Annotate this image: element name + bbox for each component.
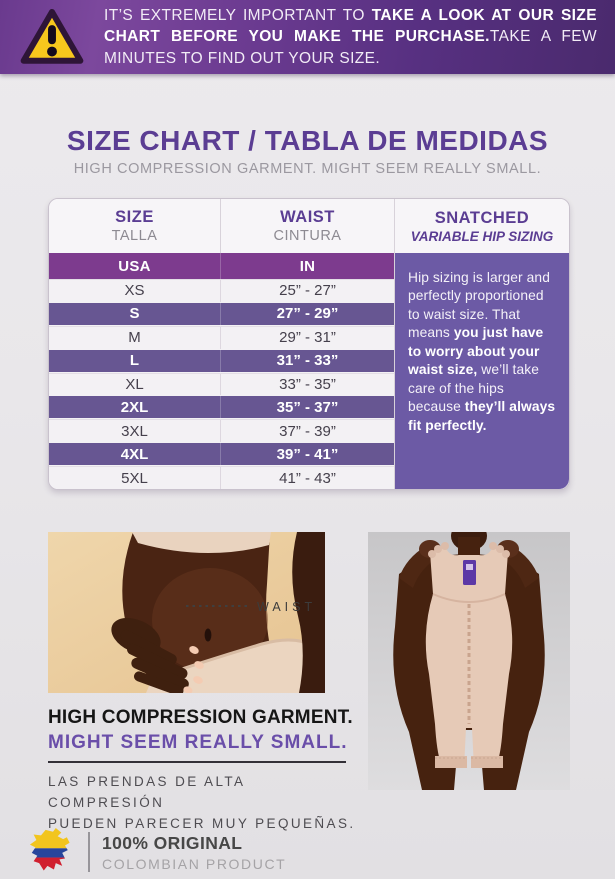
note-en-line1: HIGH COMPRESSION GARMENT. [48, 707, 353, 728]
table-row: L 31” - 33” [49, 348, 394, 373]
waist-cell: 31” - 33” [276, 352, 339, 370]
colombia-map-icon [29, 828, 70, 871]
table-row: XL 33” - 35” [49, 372, 394, 396]
column-header-snatched: SNATCHED VARIABLE HIP SIZING [395, 199, 569, 253]
note-en-line2: MIGHT SEEM REALLY SMALL. [48, 732, 348, 753]
waist-cell: 39” - 41” [276, 445, 339, 463]
waist-label: WAIST [257, 600, 316, 614]
waist-photo-illustration: WAIST [48, 532, 325, 693]
table-row: 2XL 35” - 37” [49, 395, 394, 420]
size-cell: S [49, 302, 221, 325]
table-row: 5XL 41” - 43” [49, 466, 394, 489]
page-subtitle: HIGH COMPRESSION GARMENT. MIGHT SEEM REA… [73, 161, 542, 177]
waist-cell: 25” - 27” [279, 282, 336, 300]
table-row: 4XL 39” - 41” [49, 442, 394, 467]
size-chart-table: SIZE TALLA WAIST CINTURA USA IN XS 25” -… [48, 198, 570, 490]
waist-cell: 35” - 37” [276, 398, 339, 416]
page-title: SIZE CHART / TABLA DE MEDIDAS [66, 125, 549, 156]
waist-measurement-photo: WAIST [48, 532, 325, 693]
waist-cell: 33” - 35” [279, 376, 336, 393]
column-header-size: SIZE TALLA [49, 199, 221, 253]
table-row: M 29” - 31” [49, 325, 394, 349]
hip-note-seg1: Hip sizing is larger and perfectly propo… [408, 270, 550, 341]
warning-triangle-icon [20, 8, 84, 64]
title-block: SIZE CHART / TABLA DE MEDIDAS HIGH COMPR… [0, 125, 615, 177]
unit-size: USA [49, 253, 221, 279]
hip-sizing-note: Hip sizing is larger and perfectly propo… [395, 253, 569, 489]
note-es: LAS PRENDAS DE ALTA COMPRESIÓN PUEDEN PA… [48, 772, 360, 835]
warning-banner: IT’S EXTREMELY IMPORTANT TO TAKE A LOOK … [0, 0, 615, 74]
footer-line2: COLOMBIAN PRODUCT [102, 855, 287, 872]
garment-photo [368, 532, 570, 790]
size-header-es: TALLA [111, 228, 158, 244]
garment-photo-illustration [368, 532, 570, 790]
warning-icon-wrap [0, 7, 104, 67]
hip-note-seg3: we’ll take care of the hips because [408, 362, 540, 415]
size-cell: 2XL [49, 396, 221, 419]
waist-cell: 29” - 31” [279, 329, 336, 347]
banner-text: IT’S EXTREMELY IMPORTANT TO TAKE A LOOK … [104, 5, 615, 69]
size-cell: M [49, 326, 221, 349]
size-cell: L [49, 349, 221, 372]
size-table-columns: SIZE TALLA WAIST CINTURA USA IN XS 25” -… [49, 199, 394, 489]
waist-cell: 37” - 39” [279, 422, 336, 440]
size-cell: XS [49, 280, 221, 302]
waist-cell: 27” - 29” [276, 305, 339, 323]
banner-text-bold: TAKE A LOOK AT OUR SIZE CHART BEFORE YOU… [104, 6, 597, 46]
hip-note-seg4: they’ll always fit perfectly. [408, 399, 556, 433]
size-cell: 3XL [49, 420, 221, 443]
waist-header-es: CINTURA [273, 228, 342, 244]
snatched-column: SNATCHED VARIABLE HIP SIZING Hip sizing … [394, 199, 569, 489]
note-divider [48, 761, 346, 763]
footer-line1: 100% ORIGINAL [102, 832, 243, 853]
banner-text-rest: TAKE A FEW MINUTES TO FIND OUT YOUR SIZE… [104, 28, 597, 67]
size-cell: 4XL [49, 443, 221, 466]
note-es-line1: LAS PRENDAS DE ALTA COMPRESIÓN [48, 774, 245, 810]
size-table-header: SIZE TALLA WAIST CINTURA [49, 199, 394, 253]
column-header-waist: WAIST CINTURA [221, 199, 394, 253]
banner-text-intro: IT’S EXTREMELY IMPORTANT TO [104, 6, 372, 24]
table-row: XS 25” - 27” [49, 279, 394, 302]
compression-note: HIGH COMPRESSION GARMENT. MIGHT SEEM REA… [48, 707, 360, 835]
size-rows: XS 25” - 27” S 27” - 29” M 29” - 31” L 3… [49, 279, 394, 489]
unit-row: USA IN [49, 253, 394, 279]
table-row: S 27” - 29” [49, 301, 394, 326]
unit-waist: IN [299, 257, 316, 275]
size-header-en: SIZE [115, 208, 154, 226]
footer-text: 100% ORIGINAL COLOMBIAN PRODUCT [102, 833, 286, 872]
table-row: 3XL 37” - 39” [49, 419, 394, 443]
footer-divider [88, 832, 90, 872]
note-es-line2: PUEDEN PARECER MUY PEQUEÑAS. [48, 815, 356, 831]
waist-header-en: WAIST [280, 208, 335, 226]
garment-tag [463, 560, 476, 585]
snatched-subtitle: VARIABLE HIP SIZING [410, 228, 554, 244]
waist-cell: 41” - 43” [279, 469, 336, 487]
size-cell: 5XL [49, 467, 221, 489]
size-cell: XL [49, 373, 221, 396]
snatched-title: SNATCHED [434, 208, 530, 227]
hip-note-seg2: you just have to worry about your waist … [408, 325, 544, 378]
origin-footer: 100% ORIGINAL COLOMBIAN PRODUCT [24, 828, 286, 876]
